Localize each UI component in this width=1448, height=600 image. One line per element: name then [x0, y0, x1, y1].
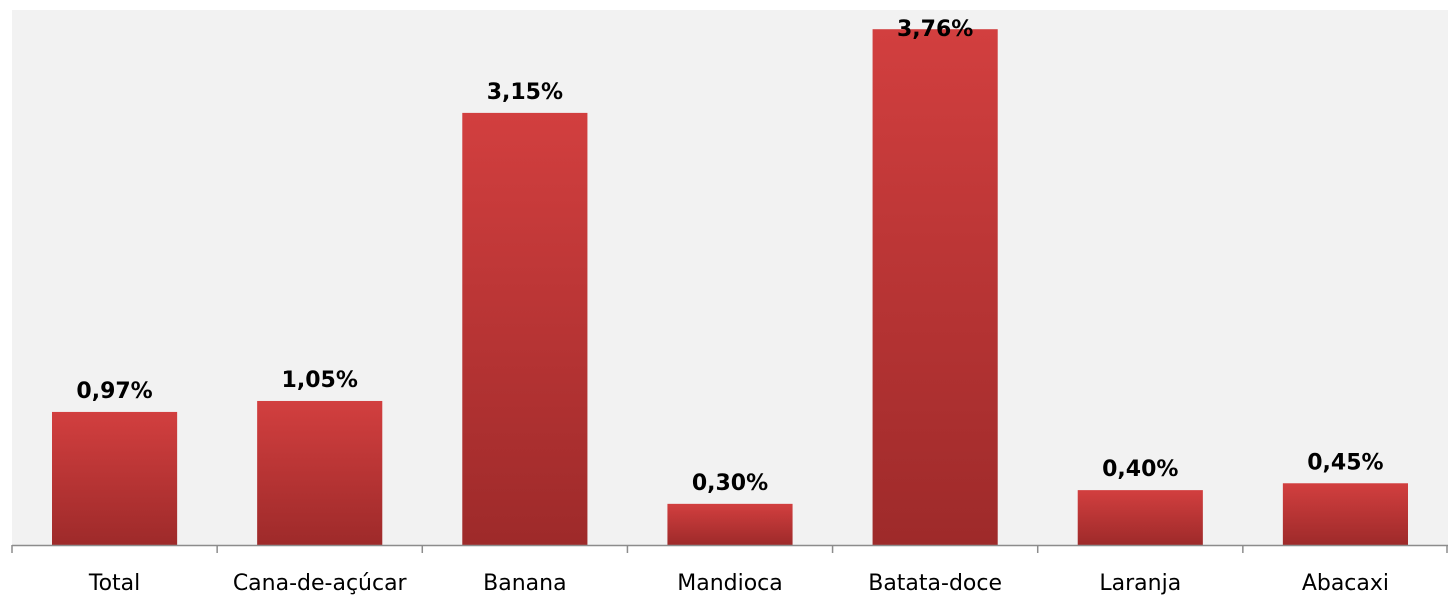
data-label-7: 0,45%	[1307, 450, 1383, 475]
x-tick-label-5: Batata-doce	[868, 571, 1002, 596]
data-label-3: 3,15%	[487, 80, 563, 105]
x-tick-label-4: Mandioca	[677, 571, 783, 596]
x-tick-label-1: Total	[88, 571, 140, 596]
bar-3	[462, 112, 588, 545]
x-tick-label-6: Laranja	[1099, 571, 1181, 596]
bar-6	[1077, 490, 1203, 545]
data-label-5: 3,76%	[897, 17, 973, 42]
bar-2	[257, 400, 383, 545]
data-label-4: 0,30%	[692, 471, 768, 496]
data-label-6: 0,40%	[1102, 457, 1178, 482]
bar-series	[52, 29, 1408, 545]
data-label-2: 1,05%	[282, 368, 358, 393]
x-tick-label-3: Banana	[483, 571, 566, 596]
bar-5	[872, 29, 998, 545]
bar-1	[52, 411, 178, 545]
x-axis	[11, 544, 1448, 553]
x-tick-labels: Total Cana-de-açúcar Banana Mandioca Batata-…	[88, 571, 1389, 596]
plot-area	[12, 10, 1448, 545]
data-label-1: 0,97%	[76, 379, 152, 404]
data-labels: 0,97% 1,05% 3,15% 0,30% 3,76% 0,40% 0,45%	[76, 17, 1383, 496]
x-tick-label-7: Abacaxi	[1302, 571, 1389, 596]
bar-4	[667, 503, 793, 545]
bar-7	[1282, 483, 1408, 545]
x-tick-label-2: Cana-de-açúcar	[233, 571, 408, 596]
